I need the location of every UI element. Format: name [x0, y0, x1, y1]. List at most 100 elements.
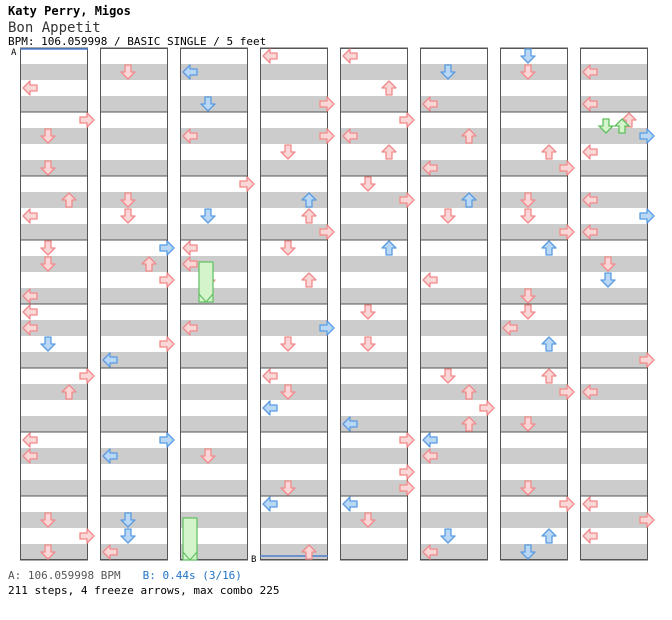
beat-stripe	[101, 128, 168, 144]
step-arrow-l	[582, 496, 598, 512]
beat-stripe	[101, 288, 168, 304]
step-arrow-u	[461, 128, 477, 144]
beat-stripe	[261, 256, 328, 272]
beat-stripe	[581, 352, 648, 368]
step-arrow-u	[381, 240, 397, 256]
beat-stripe	[501, 320, 568, 336]
beat-stripe	[581, 544, 648, 560]
song-info: BPM: 106.059998 / BASIC SINGLE / 5 feet	[8, 35, 267, 48]
step-arrow-l	[582, 96, 598, 112]
step-arrow-l	[182, 128, 198, 144]
step-arrow-u	[541, 336, 557, 352]
step-arrow-d	[520, 416, 536, 432]
beat-stripe	[181, 352, 248, 368]
beat-stripe	[181, 512, 248, 528]
step-arrow-l	[582, 144, 598, 160]
beat-stripe	[501, 160, 568, 176]
step-arrow-l	[262, 400, 278, 416]
song-artist: Katy Perry, Migos	[8, 4, 131, 18]
step-arrow-d	[520, 288, 536, 304]
column-border	[580, 48, 648, 560]
beat-stripe	[581, 128, 648, 144]
step-arrow-d	[40, 160, 56, 176]
marker-a: A	[11, 48, 17, 58]
step-arrow-l	[22, 208, 38, 224]
step-arrow-r	[399, 192, 415, 208]
beat-stripe	[421, 544, 488, 560]
step-arrow-l	[102, 448, 118, 464]
beat-stripe	[101, 448, 168, 464]
step-arrow-l	[422, 272, 438, 288]
beat-stripe	[261, 128, 328, 144]
step-arrow-r	[639, 352, 655, 368]
step-arrow-r	[399, 432, 415, 448]
step-arrow-d	[440, 368, 456, 384]
beat-stripe	[181, 480, 248, 496]
beat-stripe	[421, 128, 488, 144]
step-arrow-d	[40, 512, 56, 528]
beat-stripe	[21, 192, 88, 208]
step-arrow-u	[301, 192, 317, 208]
beat-stripe	[181, 64, 248, 80]
step-arrow-u	[461, 192, 477, 208]
beat-stripe	[261, 160, 328, 176]
beat-stripe	[581, 512, 648, 528]
step-arrow-u	[381, 144, 397, 160]
step-arrow-d	[520, 208, 536, 224]
column-border	[100, 48, 168, 560]
beat-stripe	[261, 224, 328, 240]
step-arrow-l	[422, 96, 438, 112]
step-arrow-d	[120, 208, 136, 224]
step-arrow-d	[120, 512, 136, 528]
beat-stripe	[181, 320, 248, 336]
column-border	[420, 48, 488, 560]
step-arrow-r	[159, 240, 175, 256]
step-arrow-u	[61, 384, 77, 400]
beat-stripe	[101, 480, 168, 496]
beat-stripe	[421, 288, 488, 304]
step-arrow-d	[40, 544, 56, 560]
step-arrow-l	[582, 64, 598, 80]
step-arrow-l	[22, 80, 38, 96]
beat-stripe	[341, 224, 408, 240]
column-border	[500, 48, 568, 560]
beat-stripe	[101, 352, 168, 368]
step-arrow-r	[559, 496, 575, 512]
beat-stripe	[101, 160, 168, 176]
step-arrow-l	[22, 288, 38, 304]
step-arrow-d	[520, 304, 536, 320]
beat-stripe	[101, 544, 168, 560]
beat-stripe	[341, 64, 408, 80]
step-arrow-l	[422, 448, 438, 464]
beat-stripe	[341, 448, 408, 464]
step-arrow-r	[79, 528, 95, 544]
beat-stripe	[421, 352, 488, 368]
beat-stripe	[501, 512, 568, 528]
beat-stripe	[421, 512, 488, 528]
freeze-arrow-tail	[182, 551, 198, 561]
step-arrow-r	[239, 176, 255, 192]
beat-stripe	[21, 96, 88, 112]
step-arrow-d	[360, 512, 376, 528]
step-arrow-r	[319, 224, 335, 240]
step-arrow-l	[582, 384, 598, 400]
step-arrow-r	[319, 320, 335, 336]
beat-stripe	[421, 480, 488, 496]
step-arrow-d	[120, 64, 136, 80]
beat-stripe	[261, 64, 328, 80]
beat-stripe	[261, 448, 328, 464]
step-arrow-l	[262, 48, 278, 64]
step-arrow-r	[399, 464, 415, 480]
beat-stripe	[421, 416, 488, 432]
beat-stripe	[181, 544, 248, 560]
beat-stripe	[181, 160, 248, 176]
step-arrow-l	[262, 496, 278, 512]
beat-stripe	[341, 352, 408, 368]
song-title: Bon Appetit	[8, 20, 101, 36]
beat-stripe	[21, 448, 88, 464]
beat-stripe	[421, 224, 488, 240]
step-arrow-u	[541, 240, 557, 256]
step-arrow-u	[141, 256, 157, 272]
beat-stripe	[581, 416, 648, 432]
step-arrow-r	[319, 128, 335, 144]
